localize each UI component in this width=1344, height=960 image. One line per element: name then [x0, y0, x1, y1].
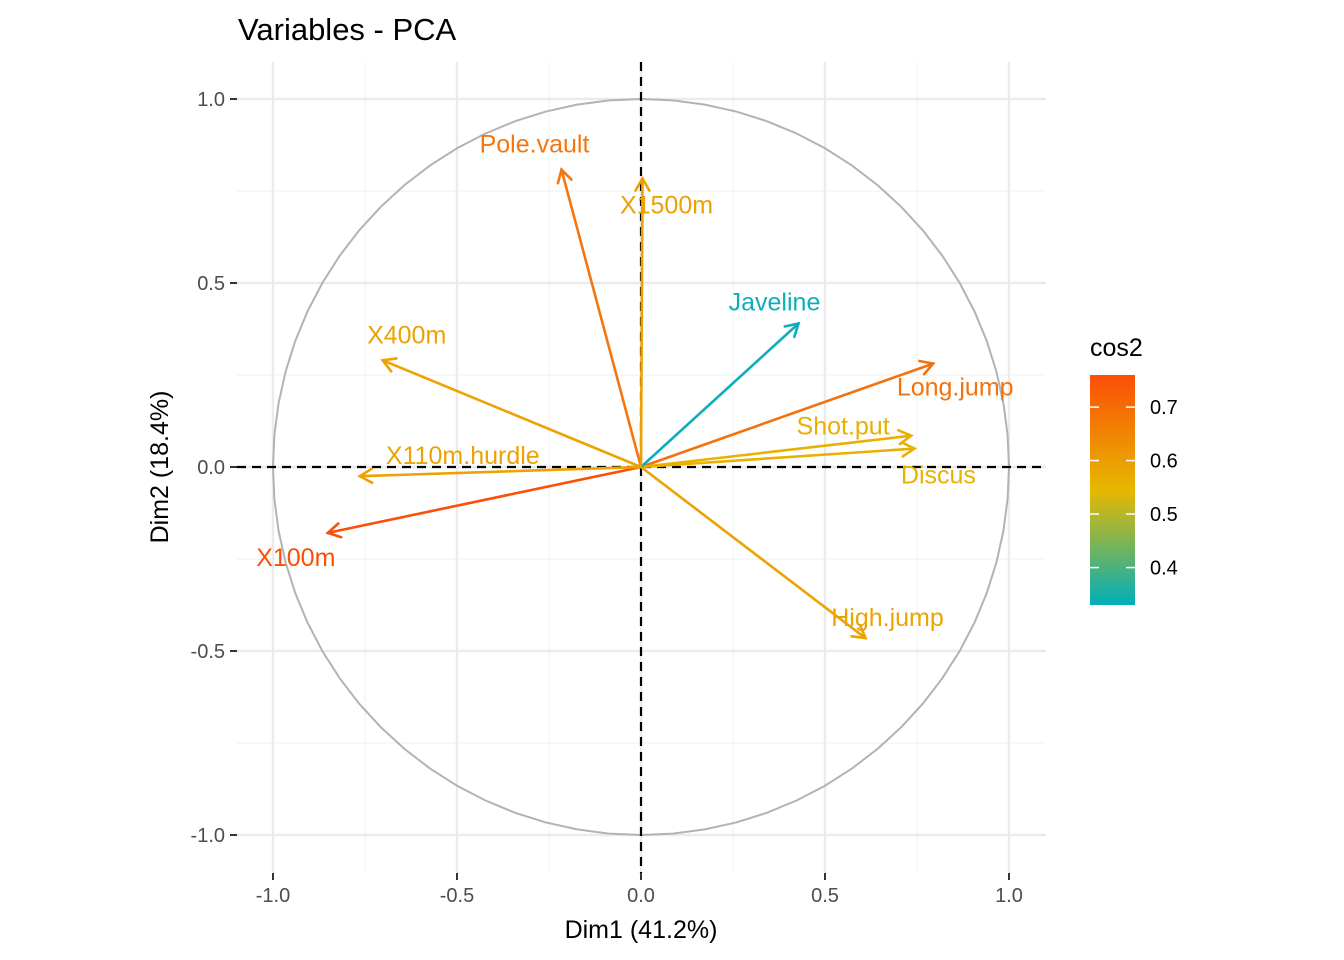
arrow-shaft: [639, 177, 644, 469]
arrow-x1500m: [634, 175, 651, 469]
x-tick-label: 0.0: [627, 885, 655, 907]
label-shot-put: Shot.put: [797, 413, 890, 441]
arrow-head: [900, 441, 917, 458]
arrow-shaft: [639, 447, 916, 469]
arrow-shaft: [639, 465, 867, 640]
arrow-high-jump: [639, 465, 868, 640]
arrow-shaft: [560, 168, 643, 469]
label-discus: Discus: [901, 462, 976, 490]
x-axis: -1.0 -0.5 0.0 0.5 1.0: [256, 873, 1023, 907]
label-x110m-hurdle: X110m.hurdle: [386, 442, 540, 470]
arrow-head: [918, 359, 936, 376]
y-tick-label: 0.0: [197, 457, 225, 479]
arrow-pole-vault: [556, 167, 643, 469]
y-tick-label: -1.0: [191, 825, 225, 847]
y-tick-label: 1.0: [197, 89, 225, 111]
x-tick-label: -0.5: [440, 885, 474, 907]
label-high-jump: High.jump: [831, 604, 944, 632]
arrow-head: [783, 321, 801, 339]
legend-ticks: 0.4 0.5 0.6 0.7: [1090, 397, 1178, 580]
y-axis: -1.0 -0.5 0.0 0.5 1.0: [191, 89, 237, 847]
arrow-head: [357, 467, 374, 485]
arrow-long-jump: [639, 359, 936, 469]
label-x1500m: X1500m: [620, 192, 713, 220]
legend-tick-label: 0.6: [1150, 451, 1178, 473]
arrow-discus: [639, 441, 917, 469]
legend-tick-label: 0.7: [1150, 397, 1178, 419]
chart-title: Variables - PCA: [238, 12, 457, 47]
arrow-x400m: [380, 357, 643, 469]
label-pole-vault: Pole.vault: [480, 131, 590, 159]
arrow-head: [556, 167, 573, 185]
x-tick-label: 0.5: [811, 885, 839, 907]
arrow-shaft: [639, 362, 935, 469]
variable-arrows: [325, 167, 936, 640]
x-tick-label: 1.0: [995, 885, 1023, 907]
y-axis-title: Dim2 (18.4%): [146, 391, 174, 544]
arrow-shaft: [381, 358, 643, 469]
arrow-shot-put: [639, 428, 914, 469]
arrow-javeline: [639, 321, 801, 469]
y-tick-label: 0.5: [197, 273, 225, 295]
arrow-shaft: [639, 434, 913, 469]
x-tick-label: -1.0: [256, 885, 290, 907]
cos2-legend: cos2 0.4 0.5 0.6 0.7: [1090, 334, 1178, 605]
legend-title: cos2: [1090, 334, 1143, 362]
label-long-jump: Long.jump: [897, 374, 1014, 402]
arrow-head: [325, 522, 343, 539]
label-javeline: Javeline: [729, 289, 821, 317]
label-x100m: X100m: [256, 544, 335, 572]
arrow-shaft: [358, 465, 643, 478]
arrow-shaft: [326, 465, 643, 535]
arrow-head: [380, 357, 398, 373]
label-x400m: X400m: [367, 321, 446, 349]
arrow-shaft: [639, 322, 800, 469]
legend-colorbar: [1090, 375, 1135, 605]
arrow-x110m-hurdle: [357, 465, 643, 485]
arrow-head: [850, 623, 868, 640]
arrow-x100m: [325, 465, 643, 539]
legend-tick-label: 0.4: [1150, 558, 1178, 580]
arrow-head: [897, 428, 914, 446]
x-axis-title: Dim1 (41.2%): [565, 916, 718, 944]
legend-tick-label: 0.5: [1150, 504, 1178, 526]
y-tick-label: -0.5: [191, 641, 225, 663]
arrow-head: [634, 175, 651, 192]
